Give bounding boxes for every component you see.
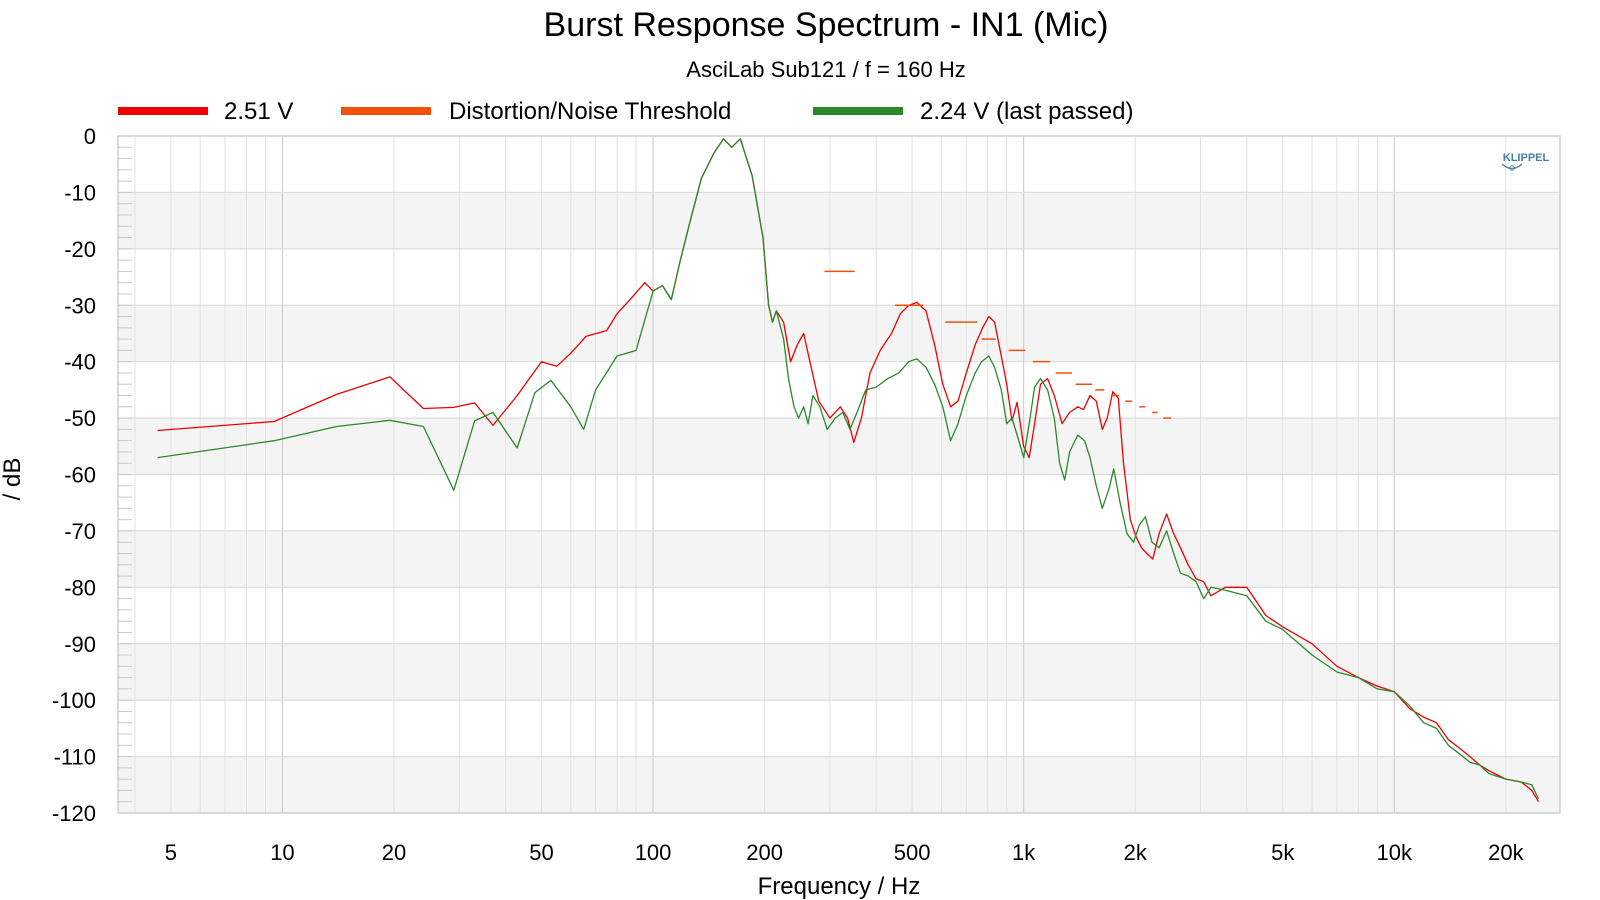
legend-label-2.51v: 2.51 V: [224, 98, 293, 125]
x-tick-label: 50: [529, 840, 553, 865]
y-axis-label: / dB: [0, 458, 26, 501]
y-tick-label: -20: [64, 237, 96, 262]
y-tick-label: -120: [52, 801, 96, 826]
grid-band: [118, 192, 1560, 249]
legend-label-threshold: Distortion/Noise Threshold: [449, 98, 731, 125]
y-tick-label: -90: [64, 632, 96, 657]
x-tick-label: 500: [894, 840, 931, 865]
y-tick-label: -110: [54, 745, 96, 770]
series-line-2: [157, 138, 1540, 800]
chart-subtitle: AsciLab Sub121 / f = 160 Hz: [686, 57, 965, 82]
grid-band: [118, 643, 1560, 701]
chart-title: Burst Response Spectrum - IN1 (Mic): [544, 6, 1109, 44]
grid-band: [118, 418, 1560, 475]
x-tick-label: 10: [270, 840, 294, 865]
logo-text: KLIPPEL: [1503, 152, 1550, 164]
y-tick-label: -70: [64, 519, 96, 544]
y-tick-label: -100: [52, 688, 96, 713]
legend-label-2.24v: 2.24 V (last passed): [920, 98, 1133, 125]
x-tick-label: 1k: [1012, 840, 1036, 865]
x-tick-label: 2k: [1124, 840, 1148, 865]
plot-area: [117, 135, 1561, 814]
legend: 2.51 V Distortion/Noise Threshold 2.24 V…: [118, 98, 1133, 125]
grid-band: [118, 530, 1560, 588]
y-tick-label: -40: [64, 350, 96, 375]
y-tick-label: -60: [64, 463, 96, 488]
x-tick-label: 5: [165, 840, 177, 865]
x-tick-label: 20: [382, 840, 406, 865]
x-tick-label: 5k: [1271, 840, 1295, 865]
x-axis-label: Frequency / Hz: [758, 873, 921, 900]
y-tick-label: -30: [64, 293, 96, 318]
logo-mark: [1509, 165, 1515, 171]
x-tick-label: 10k: [1377, 840, 1413, 865]
x-tick-label: 100: [635, 840, 672, 865]
y-tick-label: -10: [64, 180, 96, 205]
logo-swoosh: [1501, 163, 1523, 170]
y-tick-label: -50: [64, 406, 96, 431]
y-tick-label: 0: [84, 124, 96, 149]
y-tick-label: -80: [64, 575, 96, 600]
grid-band: [118, 305, 1560, 362]
x-tick-label: 200: [746, 840, 783, 865]
x-tick-label: 20k: [1488, 840, 1524, 865]
grid-band: [118, 756, 1560, 813]
klippel-logo: KLIPPEL: [1501, 152, 1550, 171]
